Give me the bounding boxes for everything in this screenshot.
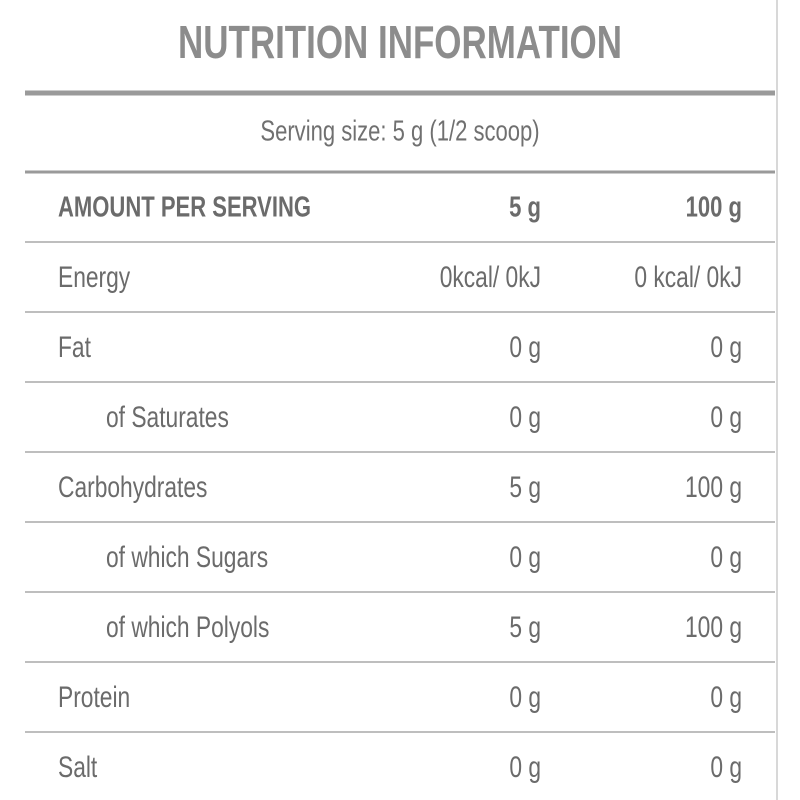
nutrient-value: 0 g (710, 750, 742, 784)
nutrient-value: 0 g (710, 680, 742, 714)
nutrient-label: Energy (58, 260, 131, 294)
nutrient-label: of which Polyols (106, 610, 269, 644)
nutrient-value: 0 g (509, 680, 541, 714)
nutrient-label: of which Sugars (106, 540, 268, 574)
nutrient-label: Salt (58, 750, 98, 784)
nutrient-value: 5 g (509, 470, 541, 504)
nutrient-value: 0 kcal/ 0kJ (634, 260, 742, 294)
nutrient-value: 0kcal/ 0kJ (440, 260, 541, 294)
nutrient-value: 100 g (685, 470, 742, 504)
nutrient-label: of Saturates (106, 400, 229, 434)
nutrient-value: 0 g (710, 330, 742, 364)
nutrient-value: 0 g (509, 750, 541, 784)
column-header: 100 g (686, 192, 742, 224)
nutrient-value: 0 g (509, 400, 541, 434)
nutrient-label: Protein (58, 680, 130, 714)
nutrient-value: 100 g (685, 610, 742, 644)
nutrient-value: 0 g (509, 330, 541, 364)
column-header: AMOUNT PER SERVING (58, 192, 311, 224)
nutrient-label: Carbohydrates (58, 470, 207, 504)
nutrient-value: 0 g (710, 400, 742, 434)
nutrient-value: 5 g (509, 610, 541, 644)
serving-size: Serving size: 5 g (1/2 scoop) (260, 116, 539, 148)
nutrient-value: 0 g (509, 540, 541, 574)
nutrient-label: Fat (58, 330, 91, 364)
column-header: 5 g (509, 192, 541, 224)
nutrient-value: 0 g (710, 540, 742, 574)
title: NUTRITION INFORMATION (178, 16, 622, 68)
